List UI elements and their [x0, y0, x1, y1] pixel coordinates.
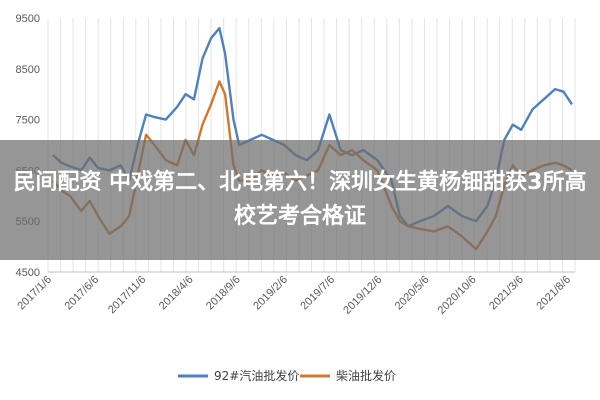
x-tick-label: 2017/11/6	[106, 274, 149, 317]
x-tick-label: 2021/3/6	[487, 274, 526, 313]
legend-label: 92#汽油批发价	[214, 368, 299, 383]
x-tick-label: 2020/5/6	[393, 274, 432, 313]
x-tick-label: 2018/4/6	[157, 274, 196, 313]
x-tick-label: 2017/1/6	[15, 274, 54, 313]
x-tick-label: 2019/12/6	[341, 274, 384, 317]
y-tick-label: 4500	[16, 267, 40, 279]
x-tick-label: 2019/7/6	[298, 274, 337, 313]
legend-label: 柴油批发价	[336, 368, 396, 383]
x-tick-label: 2021/8/6	[534, 274, 573, 313]
x-tick-label: 2017/6/6	[63, 274, 102, 313]
y-tick-label: 8500	[16, 64, 40, 76]
x-axis-ticks: 2017/1/6 2017/6/6 2017/11/6 2018/4/6 2018/9/…	[15, 274, 573, 317]
headline-text: 民间配资 中戏第二、北电第六！深圳女生黄杨钿甜获3所高校艺考合格证	[13, 170, 587, 229]
x-tick-label: 2019/2/6	[251, 274, 290, 313]
chart-legend: 92#汽油批发价 柴油批发价	[178, 368, 396, 383]
x-tick-label: 2020/10/6	[436, 274, 479, 317]
x-tick-label: 2018/9/6	[204, 274, 243, 313]
y-tick-label: 7500	[16, 115, 40, 127]
headline-overlay	[0, 140, 600, 260]
y-tick-label: 9500	[16, 13, 40, 25]
